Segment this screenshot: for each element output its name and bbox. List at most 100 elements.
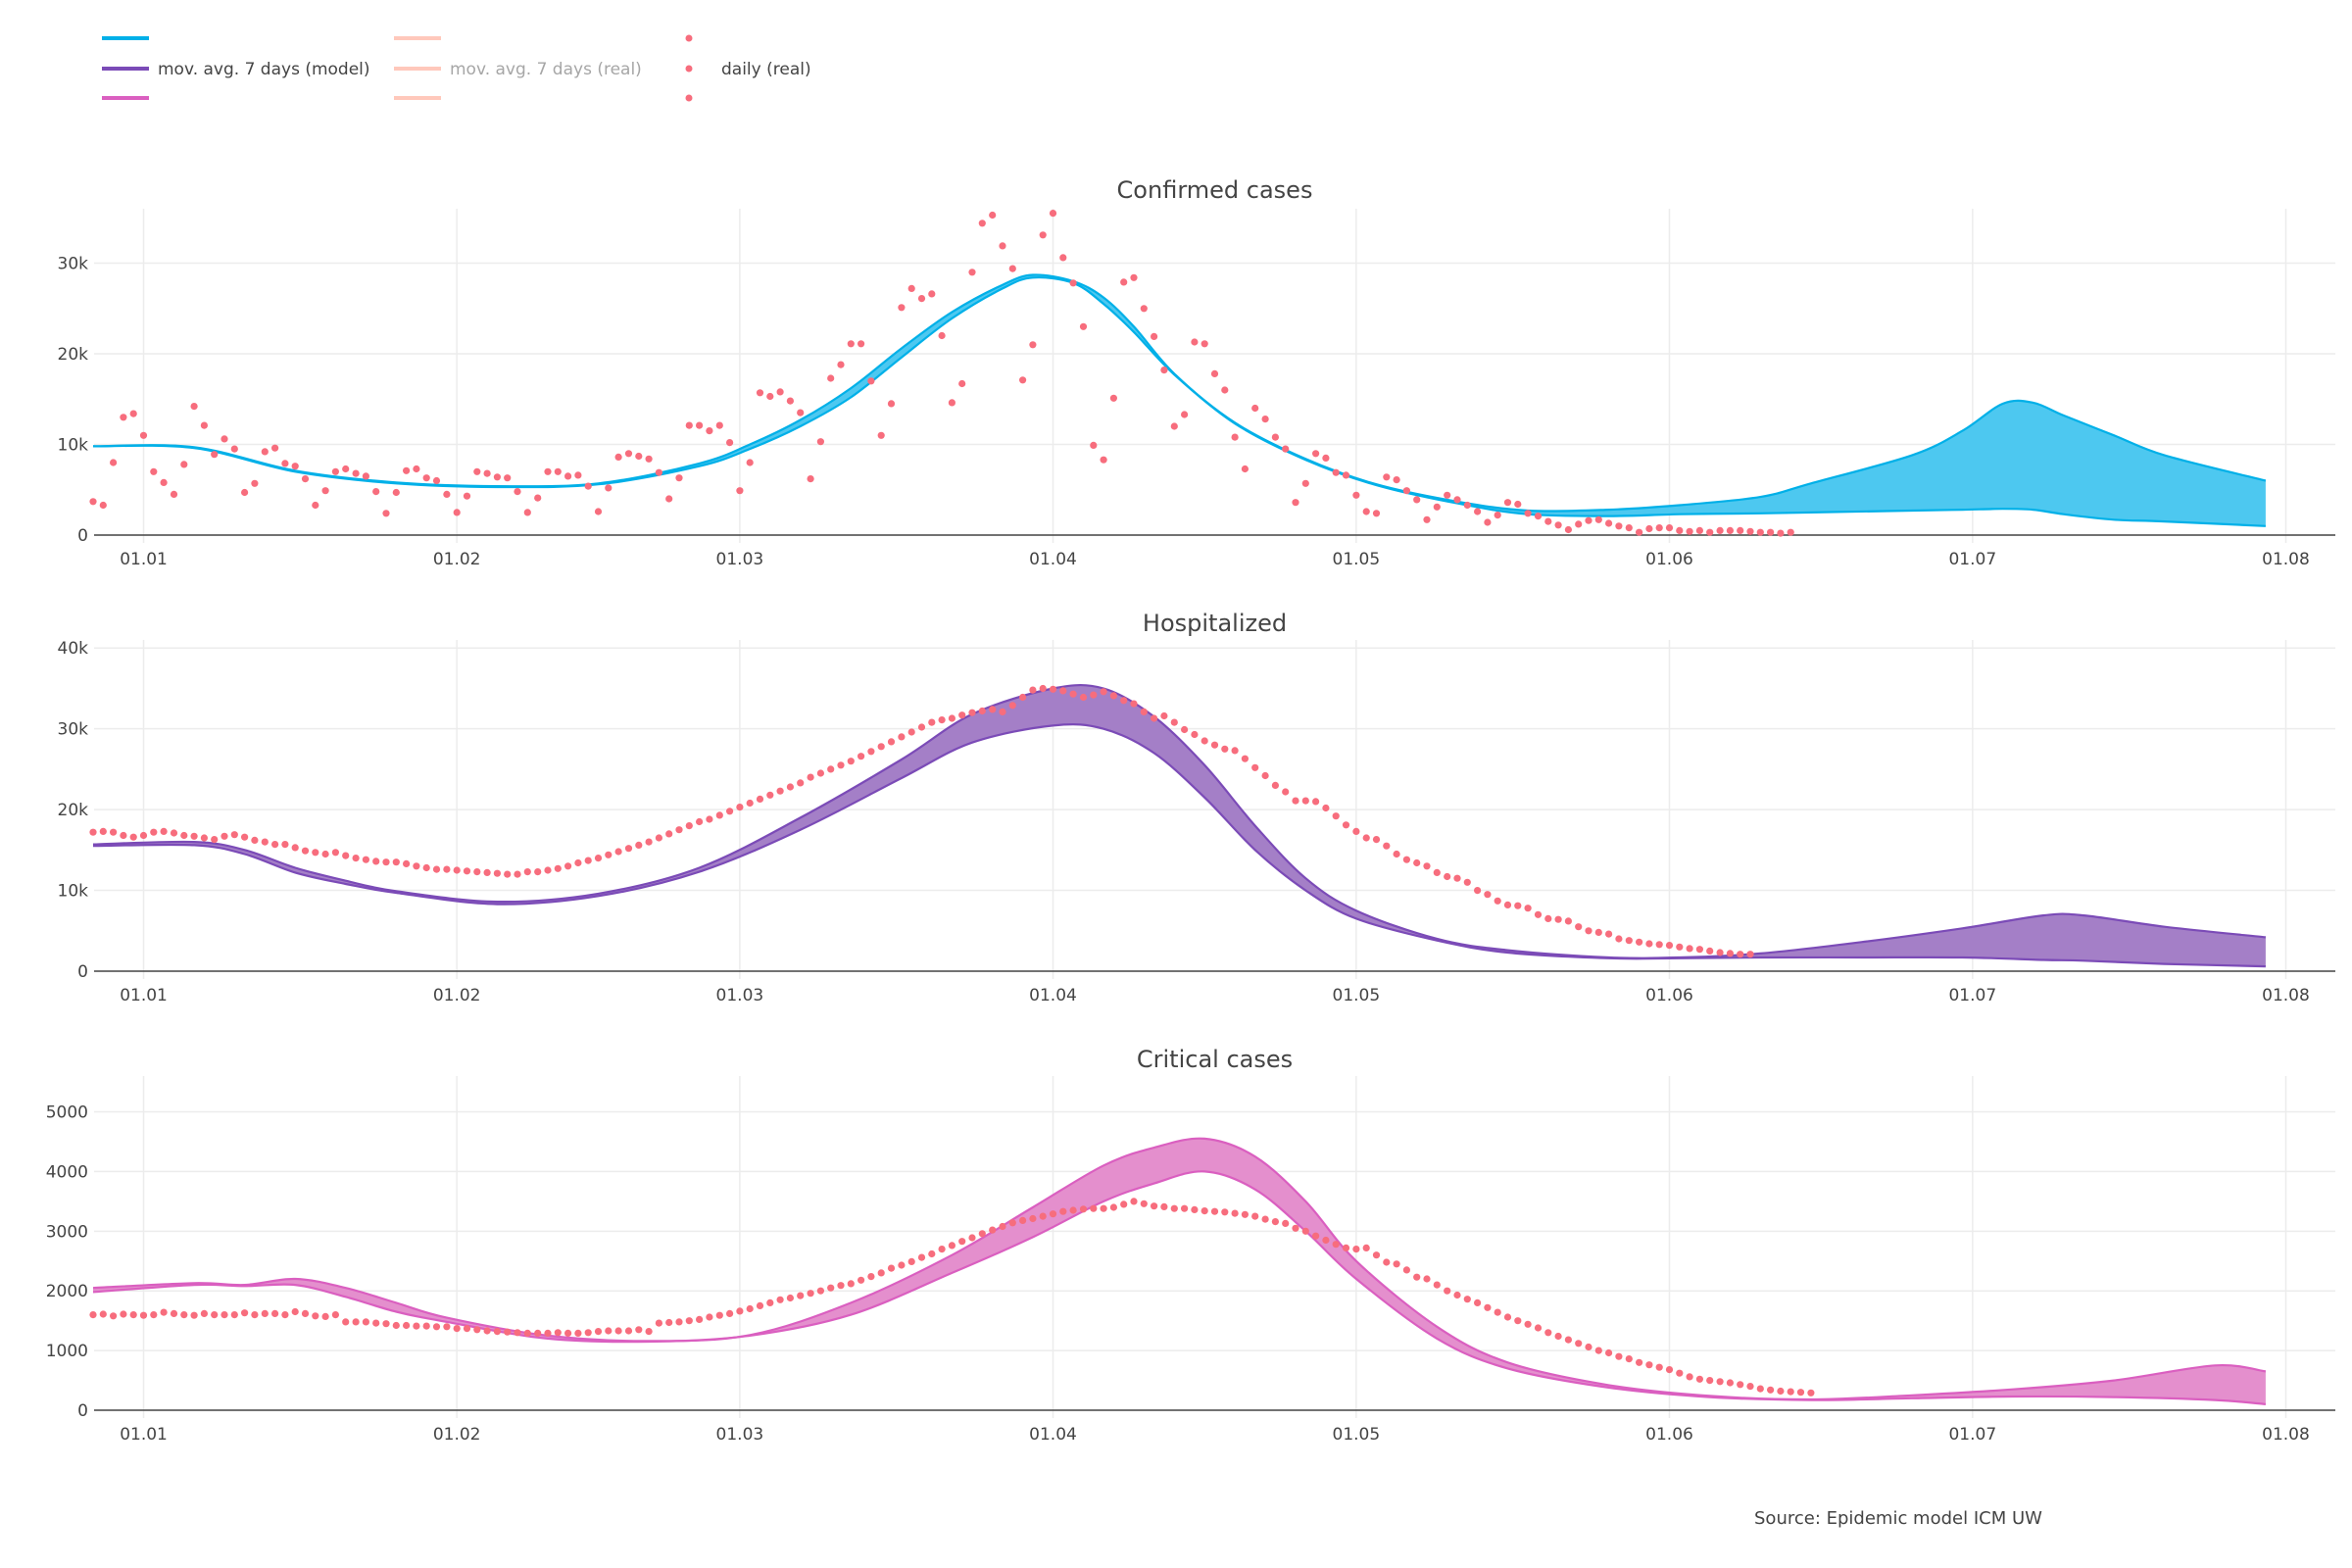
- legend-item[interactable]: mov. avg. 7 days (model): [102, 36, 370, 100]
- daily-real-point: [847, 1280, 855, 1288]
- legend-dot-swatch: [685, 94, 693, 102]
- daily-real-point: [706, 1313, 713, 1321]
- daily-real-point: [938, 331, 946, 340]
- daily-real-point: [877, 743, 885, 751]
- daily-real-point: [1322, 454, 1330, 462]
- daily-real-point: [1090, 691, 1098, 699]
- daily-real-point: [948, 1242, 956, 1250]
- daily-real-point: [251, 836, 259, 845]
- daily-real-point: [827, 765, 835, 773]
- x-tick-label: 01.08: [2262, 1425, 2310, 1445]
- daily-real-point: [989, 211, 997, 220]
- daily-real-point: [1695, 946, 1703, 954]
- daily-real-point: [331, 1311, 339, 1319]
- x-tick-label: 01.07: [1948, 550, 1996, 569]
- legend: mov. avg. 7 days (model) mov. avg. 7 days…: [102, 34, 811, 102]
- x-tick-label: 01.05: [1333, 550, 1381, 569]
- subplot-title: Hospitalized: [1143, 610, 1287, 637]
- daily-real-point: [504, 1328, 512, 1336]
- daily-real-point: [1200, 737, 1208, 745]
- daily-real-point: [1049, 685, 1057, 693]
- daily-real-point: [1564, 525, 1572, 534]
- daily-real-point: [544, 1329, 552, 1337]
- daily-real-point: [1423, 515, 1431, 523]
- daily-real-point: [473, 467, 481, 475]
- daily-real-point: [867, 1273, 875, 1281]
- daily-real-point: [1615, 935, 1623, 943]
- legend-label: mov. avg. 7 days (model): [158, 60, 370, 79]
- daily-real-point: [1352, 491, 1360, 499]
- daily-real-point: [1170, 422, 1178, 430]
- daily-real-point: [89, 828, 97, 836]
- daily-real-point: [1514, 500, 1522, 509]
- daily-real-point: [301, 1309, 310, 1317]
- daily-real-point: [715, 1311, 723, 1319]
- daily-real-point: [342, 852, 350, 859]
- daily-real-point: [1090, 441, 1098, 449]
- daily-real-point: [1100, 688, 1107, 696]
- daily-real-point: [1292, 1224, 1299, 1232]
- daily-real-point: [312, 849, 319, 857]
- daily-real-point: [1383, 473, 1391, 481]
- daily-real-point: [1615, 522, 1623, 530]
- daily-real-point: [372, 858, 380, 865]
- daily-real-point: [463, 492, 471, 500]
- daily-real-point: [1342, 821, 1350, 829]
- daily-real-point: [928, 718, 936, 726]
- x-tick-label: 01.04: [1029, 986, 1077, 1005]
- daily-real-point: [312, 1312, 319, 1320]
- daily-real-point: [867, 377, 875, 385]
- daily-real-point: [917, 723, 926, 731]
- daily-real-point: [948, 714, 956, 722]
- legend-item[interactable]: mov. avg. 7 days (real): [394, 36, 642, 100]
- daily-real-point: [1271, 433, 1279, 441]
- daily-real-point: [1615, 1352, 1623, 1360]
- daily-real-point: [1645, 1361, 1653, 1369]
- daily-real-point: [1049, 1210, 1057, 1218]
- daily-real-point: [1170, 718, 1178, 726]
- legend-item[interactable]: daily (real): [685, 34, 811, 102]
- daily-real-point: [877, 1269, 885, 1277]
- daily-real-point: [1524, 905, 1532, 912]
- daily-real-point: [1079, 693, 1088, 702]
- x-tick-label: 01.01: [120, 550, 168, 569]
- x-tick-label: 01.03: [716, 1425, 764, 1445]
- daily-real-point: [1008, 265, 1016, 272]
- daily-real-point: [1746, 951, 1754, 958]
- daily-real-point: [1645, 524, 1653, 533]
- daily-real-point: [504, 870, 512, 878]
- daily-real-point: [1503, 499, 1512, 507]
- daily-real-point: [594, 855, 603, 862]
- daily-real-point: [1282, 1219, 1290, 1227]
- daily-real-point: [1251, 1212, 1259, 1220]
- daily-real-point: [696, 421, 704, 429]
- daily-real-point: [1029, 1214, 1037, 1223]
- daily-real-point: [1686, 1373, 1693, 1381]
- daily-real-point: [1665, 524, 1674, 532]
- daily-real-point: [129, 833, 137, 841]
- daily-real-point: [1777, 529, 1785, 537]
- daily-real-point: [1524, 1320, 1532, 1328]
- daily-real-point: [1645, 940, 1653, 948]
- daily-real-point: [827, 374, 835, 382]
- daily-real-point: [928, 290, 936, 298]
- daily-real-point: [139, 831, 148, 840]
- daily-real-point: [321, 850, 329, 858]
- daily-real-point: [180, 461, 188, 468]
- daily-real-point: [1049, 210, 1057, 218]
- daily-real-point: [493, 869, 501, 877]
- daily-real-point: [999, 242, 1006, 250]
- daily-real-point: [1191, 730, 1199, 739]
- daily-real-point: [403, 466, 411, 474]
- daily-real-point: [523, 1329, 531, 1337]
- y-tick-label: 0: [77, 1401, 88, 1421]
- daily-real-point: [1008, 1219, 1016, 1227]
- daily-real-point: [261, 838, 269, 846]
- daily-real-point: [483, 469, 491, 477]
- daily-real-point: [1402, 856, 1410, 863]
- daily-real-point: [907, 284, 915, 292]
- daily-real-point: [847, 758, 855, 765]
- daily-real-point: [1151, 1202, 1158, 1210]
- daily-real-point: [1191, 338, 1199, 346]
- daily-real-point: [887, 1264, 896, 1272]
